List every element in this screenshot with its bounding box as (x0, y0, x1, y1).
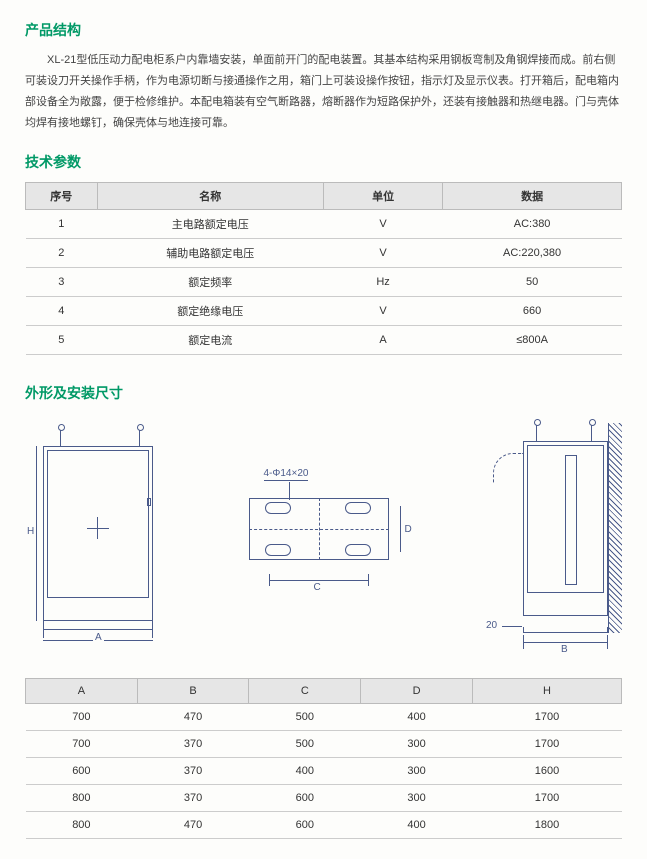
table-cell: 1800 (472, 811, 621, 838)
dim-header-cell: D (361, 678, 473, 703)
table-cell: 470 (137, 703, 249, 730)
table-row: 8003706003001700 (26, 784, 622, 811)
table-cell: 800 (26, 811, 138, 838)
table-cell: 660 (443, 296, 622, 325)
table-cell: ≤800A (443, 325, 622, 354)
table-row: 3额定频率Hz50 (26, 267, 622, 296)
table-cell: 300 (361, 730, 473, 757)
spec-header-cell: 名称 (97, 182, 323, 209)
table-cell: 470 (137, 811, 249, 838)
table-cell: 50 (443, 267, 622, 296)
structure-heading: 产品结构 (25, 20, 622, 40)
dim-label-h: H (27, 526, 34, 537)
mounting-view-diagram: 4-Φ14×20 D C (229, 468, 409, 608)
dim-header-cell: A (26, 678, 138, 703)
table-cell: 700 (26, 703, 138, 730)
table-cell: 600 (26, 757, 138, 784)
spec-table: 序号名称单位数据 1主电路额定电压VAC:3802辅助电路额定电压VAC:220… (25, 182, 622, 355)
table-cell: 3 (26, 267, 98, 296)
table-cell: 400 (249, 757, 361, 784)
table-cell: 370 (137, 757, 249, 784)
table-cell: 500 (249, 703, 361, 730)
table-cell: 300 (361, 757, 473, 784)
table-cell: 300 (361, 784, 473, 811)
table-row: 8004706004001800 (26, 811, 622, 838)
dim-header-row: ABCDH (26, 678, 622, 703)
table-cell: 1700 (472, 784, 621, 811)
table-cell: 1700 (472, 730, 621, 757)
table-cell: 辅助电路额定电压 (97, 238, 323, 267)
table-cell: V (323, 209, 442, 238)
table-cell: Hz (323, 267, 442, 296)
table-cell: A (323, 325, 442, 354)
dim-label-d: D (405, 524, 412, 535)
dim-label-c: C (314, 582, 321, 593)
table-cell: 额定频率 (97, 267, 323, 296)
table-cell: AC:380 (443, 209, 622, 238)
dims-heading: 外形及安装尺寸 (25, 383, 622, 403)
table-row: 7003705003001700 (26, 730, 622, 757)
spec-header-row: 序号名称单位数据 (26, 182, 622, 209)
table-cell: 主电路额定电压 (97, 209, 323, 238)
hole-label: 4-Φ14×20 (264, 468, 309, 479)
table-cell: 1700 (472, 703, 621, 730)
table-cell: 2 (26, 238, 98, 267)
dim-label-20: 20 (486, 620, 497, 631)
table-cell: 1 (26, 209, 98, 238)
front-view-diagram: H A (25, 428, 165, 648)
params-heading: 技术参数 (25, 152, 622, 172)
spec-header-cell: 数据 (443, 182, 622, 209)
table-cell: 5 (26, 325, 98, 354)
dim-label-a: A (93, 632, 104, 643)
table-cell: 400 (361, 703, 473, 730)
table-cell: V (323, 296, 442, 325)
table-cell: 额定绝缘电压 (97, 296, 323, 325)
table-cell: 4 (26, 296, 98, 325)
wall-hatch (608, 423, 622, 633)
table-row: 4额定绝缘电压V660 (26, 296, 622, 325)
table-cell: 400 (361, 811, 473, 838)
dim-header-cell: H (472, 678, 621, 703)
table-cell: V (323, 238, 442, 267)
diagram-row: H A 4-Φ14×20 D C 20 B (25, 423, 622, 653)
table-cell: 600 (249, 811, 361, 838)
table-cell: 额定电流 (97, 325, 323, 354)
side-view-diagram: 20 B (472, 423, 622, 653)
table-cell: 1600 (472, 757, 621, 784)
dimension-table: ABCDH 7004705004001700700370500300170060… (25, 678, 622, 839)
table-cell: AC:220,380 (443, 238, 622, 267)
table-row: 1主电路额定电压VAC:380 (26, 209, 622, 238)
table-row: 2辅助电路额定电压VAC:220,380 (26, 238, 622, 267)
table-cell: 500 (249, 730, 361, 757)
table-row: 6003704003001600 (26, 757, 622, 784)
table-cell: 700 (26, 730, 138, 757)
table-cell: 600 (249, 784, 361, 811)
structure-description: XL-21型低压动力配电柜系户内靠墙安装，单面前开门的配电装置。其基本结构采用钢… (25, 50, 622, 134)
spec-header-cell: 序号 (26, 182, 98, 209)
spec-header-cell: 单位 (323, 182, 442, 209)
table-row: 7004705004001700 (26, 703, 622, 730)
table-cell: 370 (137, 784, 249, 811)
dim-header-cell: C (249, 678, 361, 703)
table-cell: 800 (26, 784, 138, 811)
table-cell: 370 (137, 730, 249, 757)
dim-label-b: B (561, 644, 568, 655)
dim-header-cell: B (137, 678, 249, 703)
table-row: 5额定电流A≤800A (26, 325, 622, 354)
